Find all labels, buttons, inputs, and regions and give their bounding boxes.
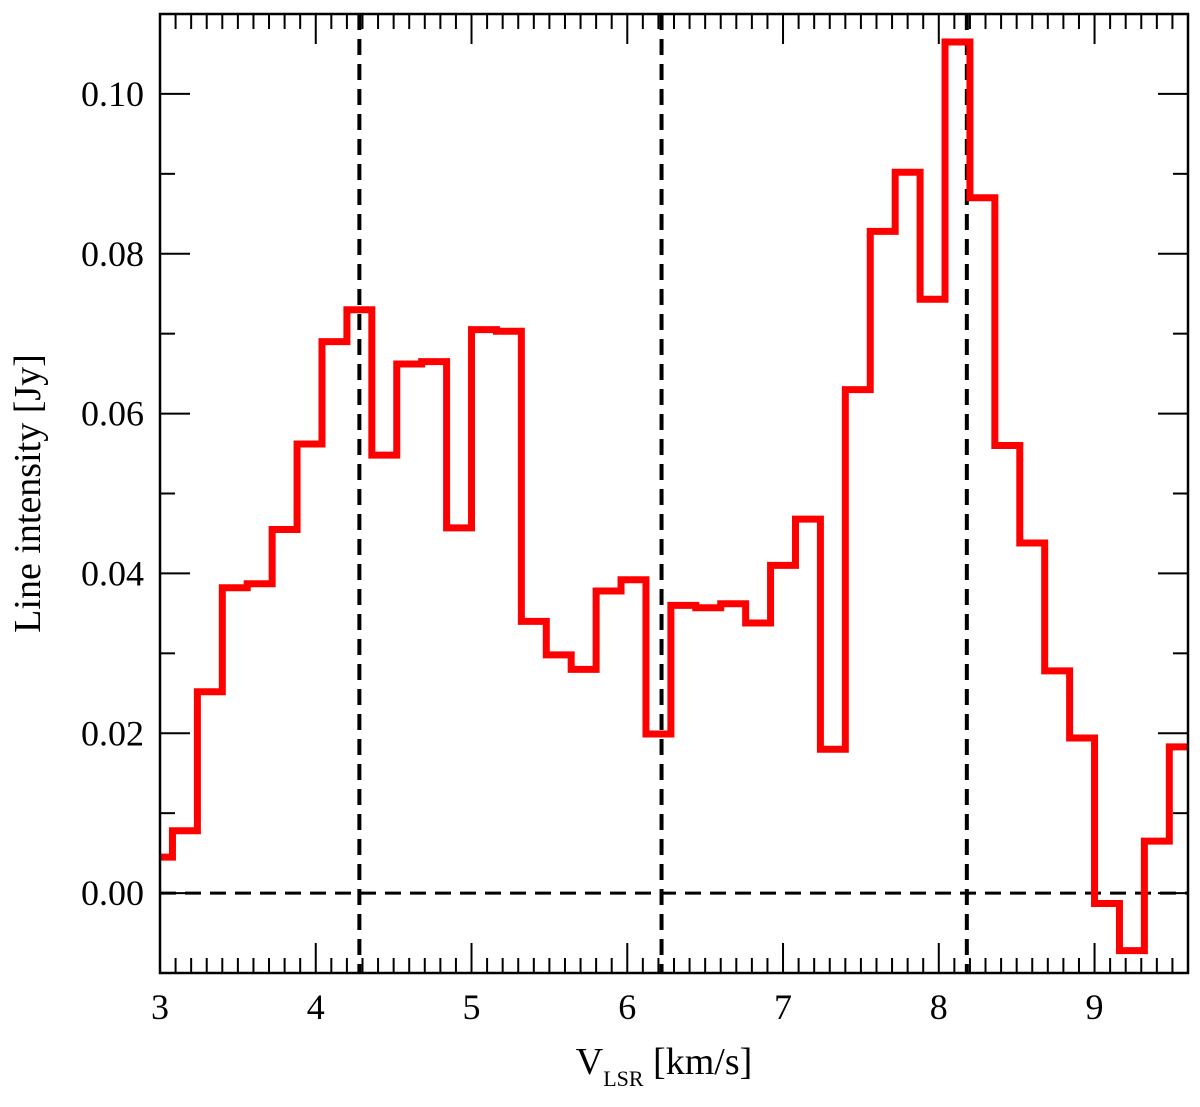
x-axis-title-unit: [km/s] <box>644 1041 753 1083</box>
y-tick-label: 0.04 <box>81 553 144 593</box>
x-tick-label: 8 <box>930 987 948 1027</box>
spectrum-series-line <box>160 38 1188 955</box>
x-tick-label: 4 <box>307 987 325 1027</box>
x-tick-label: 3 <box>151 987 169 1027</box>
x-axis-title: VLSR [km/s] <box>576 1041 753 1091</box>
plot-frame <box>158 12 1190 975</box>
y-tick-label: 0.08 <box>81 234 144 274</box>
y-tick-label: 0.00 <box>81 873 144 913</box>
x-axis-title-main: V <box>576 1041 604 1083</box>
y-tick-label: 0.02 <box>81 713 144 753</box>
x-tick-label: 7 <box>774 987 792 1027</box>
axis-ticks <box>159 13 1189 974</box>
x-tick-labels: 3 4 5 6 7 8 9 <box>151 987 1104 1027</box>
x-axis-title-subscript: LSR <box>603 1066 644 1091</box>
x-tick-label: 5 <box>463 987 481 1027</box>
series-group <box>160 38 1188 955</box>
y-tick-label: 0.06 <box>81 394 144 434</box>
y-axis-title: Line intensity [Jy] <box>7 354 49 633</box>
x-tick-label: 6 <box>618 987 636 1027</box>
x-tick-label: 9 <box>1086 987 1104 1027</box>
y-tick-labels: 0.00 0.02 0.04 0.06 0.08 0.10 <box>81 74 144 913</box>
y-tick-label: 0.10 <box>81 74 144 114</box>
reference-lines <box>160 14 1188 973</box>
